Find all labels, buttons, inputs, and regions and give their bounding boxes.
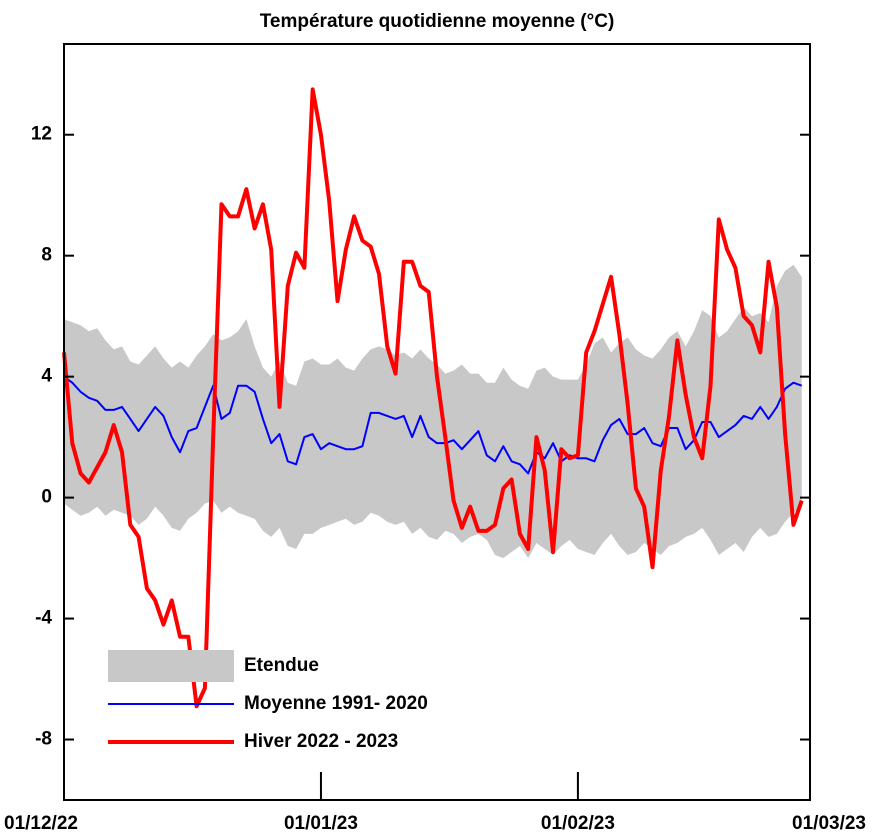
legend-label: Moyenne 1991- 2020 [244,693,428,714]
y-tick-label: -8 [35,729,52,750]
legend-label: Hiver 2022 - 2023 [244,731,398,752]
y-tick-label: 8 [41,245,52,266]
x-tick-label: 01/02/23 [541,813,615,834]
range-band [64,264,802,559]
series-line [63,375,803,475]
x-tick-label: 01/01/23 [284,813,358,834]
legend-label: Etendue [244,655,319,676]
plot-frame [63,43,811,801]
x-tick-label: 01/12/22 [4,813,78,834]
x-tick-label: 01/03/23 [792,813,866,834]
y-tick-label: -4 [35,608,52,629]
plot-area [62,87,804,709]
chart-title: Température quotidienne moyenne (°C) [260,11,615,32]
y-tick-label: 0 [41,487,52,508]
y-tick-label: 4 [41,366,52,387]
legend-swatch [108,650,234,682]
series-line [62,87,804,709]
legend: Etendue Moyenne 1991- 2020 Hiver 2022 - 20… [108,650,428,752]
y-tick-label: 12 [31,124,52,145]
